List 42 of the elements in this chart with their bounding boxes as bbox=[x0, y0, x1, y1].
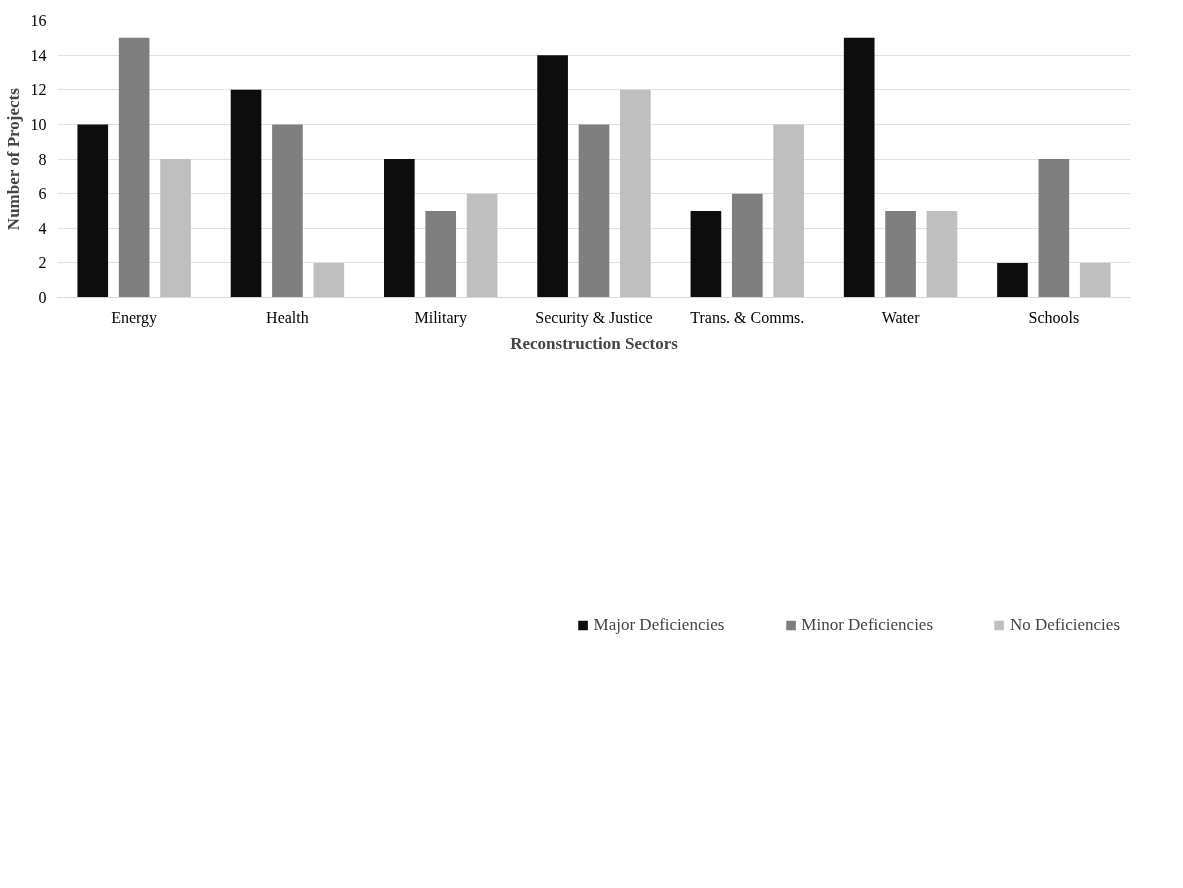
bar bbox=[160, 159, 191, 298]
bar bbox=[885, 210, 916, 298]
legend-label: Minor Deficiencies bbox=[801, 615, 934, 635]
y-tick-label: 6 bbox=[38, 185, 47, 203]
bar bbox=[997, 262, 1028, 298]
x-tick-label: Trans. & Comms. bbox=[690, 308, 805, 326]
bar bbox=[926, 210, 958, 298]
y-tick-label: 14 bbox=[30, 46, 47, 64]
y-tick-label: 10 bbox=[30, 115, 47, 133]
x-tick-label: Water bbox=[881, 308, 921, 326]
y-tick-label: 16 bbox=[30, 12, 47, 29]
y-axis-title: Number of Projects bbox=[3, 87, 23, 231]
x-tick-label: Energy bbox=[111, 308, 158, 327]
x-axis-title: Reconstruction Sectors bbox=[510, 333, 679, 353]
bar bbox=[620, 89, 651, 298]
bar bbox=[843, 37, 875, 298]
y-tick-label: 8 bbox=[38, 150, 47, 168]
bar bbox=[313, 262, 345, 298]
bar bbox=[731, 193, 763, 298]
bar bbox=[118, 37, 150, 298]
bar bbox=[690, 210, 722, 298]
y-tick-label: 4 bbox=[38, 219, 47, 237]
bar bbox=[1079, 262, 1111, 298]
bar bbox=[537, 55, 568, 298]
bar bbox=[272, 124, 303, 298]
bar bbox=[77, 124, 109, 298]
bar bbox=[466, 193, 498, 298]
bar bbox=[384, 159, 415, 298]
x-tick-label: Military bbox=[414, 308, 467, 327]
legend-label: No Deficiencies bbox=[1010, 615, 1120, 635]
legend-label: Major Deficiencies bbox=[593, 615, 725, 635]
x-tick-label: Schools bbox=[1028, 308, 1080, 326]
bar bbox=[578, 124, 610, 298]
bar bbox=[1038, 159, 1070, 298]
y-tick-label: 2 bbox=[38, 254, 47, 272]
bar bbox=[773, 124, 804, 298]
bar bbox=[230, 89, 262, 298]
y-tick-label: 0 bbox=[38, 289, 47, 306]
y-tick-label: 12 bbox=[30, 81, 47, 99]
x-tick-label: Security & Justice bbox=[535, 308, 653, 327]
bar bbox=[425, 210, 457, 298]
x-tick-label: Health bbox=[266, 308, 309, 326]
